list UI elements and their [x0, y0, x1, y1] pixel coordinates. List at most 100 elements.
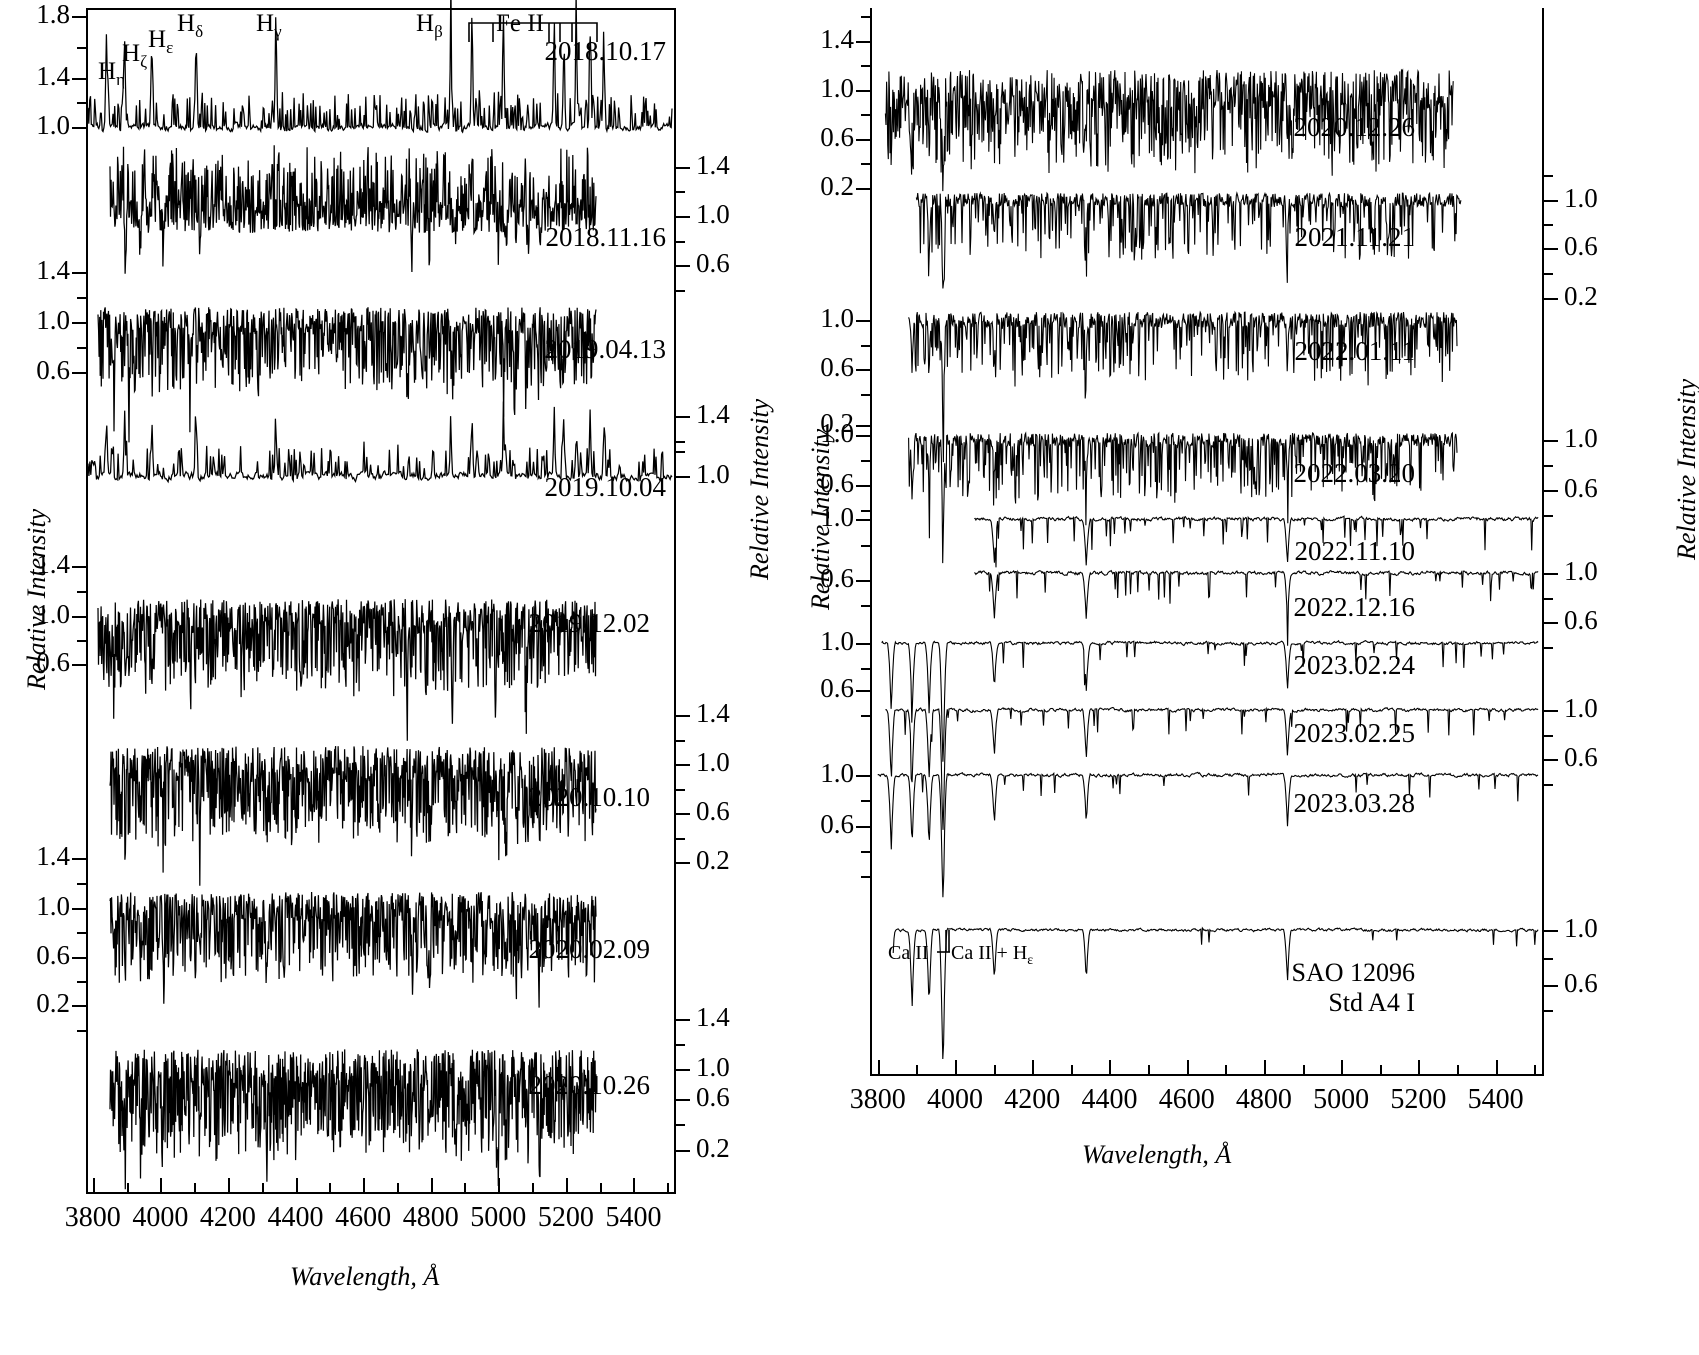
x-tick-minor	[532, 1183, 535, 1192]
y-tick	[1544, 759, 1558, 761]
spectrum-trace	[109, 891, 597, 1008]
y-tick-label: 1.4	[696, 399, 730, 429]
y-tick	[861, 545, 870, 547]
y-tick-label: 0.6	[1564, 473, 1598, 503]
y-tick	[77, 640, 86, 642]
y-tick-label: 1.0	[820, 758, 854, 788]
y-tick	[676, 451, 685, 453]
x-tick-minor	[667, 1183, 670, 1192]
x-tick-label: 4400	[267, 1202, 324, 1233]
y-tick-label: 0.6	[820, 673, 854, 703]
x-tick-label: 5000	[1313, 1084, 1370, 1115]
y-tick	[856, 369, 870, 371]
y-tick-label: 1.0	[1564, 913, 1598, 943]
x-tick-minor	[1070, 1065, 1073, 1074]
y-tick	[1544, 298, 1558, 300]
y-tick	[77, 932, 86, 934]
x-tick-label: 3800	[64, 1202, 121, 1233]
y-tick-label: 1.8	[36, 0, 70, 29]
x-tick	[1263, 1060, 1266, 1074]
y-tick	[1544, 175, 1553, 177]
y-tick	[861, 460, 870, 462]
y-tick-label: 0.6	[820, 809, 854, 839]
left-panel-bottom-axis-line	[86, 1192, 676, 1194]
y-tick-label: 0.6	[36, 940, 70, 970]
x-tick-label: 5200	[1390, 1084, 1447, 1115]
x-tick-label: 4400	[1081, 1084, 1138, 1115]
y-tick	[72, 1005, 86, 1007]
y-tick	[676, 441, 685, 443]
y-tick	[1544, 958, 1553, 960]
x-tick-minor	[261, 1183, 264, 1192]
x-tick	[295, 1178, 298, 1192]
y-tick-label: 1.4	[36, 549, 70, 579]
spectrum-trace	[885, 706, 1539, 830]
y-tick	[861, 715, 870, 717]
spectrum-trace	[109, 145, 597, 274]
y-tick	[676, 740, 685, 742]
trace-date-label: 2022.12.16	[1293, 592, 1416, 622]
y-tick-label: 1.0	[696, 1052, 730, 1082]
y-tick	[676, 1150, 690, 1152]
y-tick	[676, 216, 690, 218]
x-tick	[1495, 1060, 1498, 1074]
y-tick	[856, 90, 870, 92]
y-tick	[72, 78, 86, 80]
spectrum-trace	[974, 569, 1539, 646]
right-panel: 1.4 1.0 0.6 0.2 1.0 0.6 0.2 1.0 0.6 1.0 0.6 1.0 0.6 1…	[760, 0, 1699, 1355]
y-tick	[856, 580, 870, 582]
y-tick-label: 0.6	[1564, 231, 1598, 261]
y-tick-label: 1.4	[36, 61, 70, 91]
y-tick	[1544, 573, 1558, 575]
y-tick	[77, 47, 86, 49]
right-panel-x-axis-title: Wavelength, Å	[1082, 1140, 1232, 1169]
x-tick-label: 4200	[1004, 1084, 1061, 1115]
spectrum-trace	[87, 0, 673, 134]
left-panel-right-axis-line	[674, 8, 676, 1194]
line-label-ca-ii: Ca II	[888, 942, 929, 964]
y-tick	[1544, 224, 1553, 226]
y-tick	[676, 476, 690, 478]
y-tick	[72, 566, 86, 568]
y-tick	[72, 957, 86, 959]
x-tick	[1109, 1060, 1112, 1074]
y-tick-label: 0.6	[696, 1082, 730, 1112]
y-tick	[861, 65, 870, 67]
line-label-h-gamma: Hγ	[256, 10, 282, 41]
spectrum-trace	[974, 515, 1539, 568]
y-tick-label: 1.0	[1564, 423, 1598, 453]
y-tick-label: 0.2	[820, 408, 854, 438]
left-panel-top-axis-line	[86, 8, 676, 10]
y-tick	[72, 272, 86, 274]
y-tick-label: 0.2	[36, 988, 70, 1018]
y-tick-label: 0.6	[820, 468, 854, 498]
left-panel-traces	[87, 0, 673, 1190]
y-tick	[1544, 515, 1553, 517]
x-tick-label: 5000	[470, 1202, 527, 1233]
x-tick-label: 4000	[926, 1084, 983, 1115]
trace-date-label: 2019.10.04	[544, 472, 667, 502]
spectrum-trace	[892, 926, 1539, 1060]
spectrum-trace	[908, 310, 1458, 463]
y-tick-label: 1.4	[696, 150, 730, 180]
x-tick-minor	[993, 1065, 996, 1074]
y-tick	[856, 320, 870, 322]
x-tick	[1032, 1060, 1035, 1074]
y-tick	[676, 416, 690, 418]
y-tick-label: 1.0	[696, 199, 730, 229]
y-tick	[856, 139, 870, 141]
left-panel-y-axis-line	[86, 8, 88, 1194]
y-tick	[676, 167, 690, 169]
y-tick	[861, 800, 870, 802]
y-tick	[1544, 490, 1558, 492]
x-tick	[363, 1178, 366, 1192]
x-tick	[498, 1178, 501, 1192]
y-tick	[861, 163, 870, 165]
y-tick	[77, 297, 86, 299]
y-tick	[676, 191, 685, 193]
y-tick	[77, 591, 86, 593]
y-tick-label: 1.0	[820, 418, 854, 448]
y-tick	[676, 1019, 690, 1021]
y-tick	[72, 908, 86, 910]
